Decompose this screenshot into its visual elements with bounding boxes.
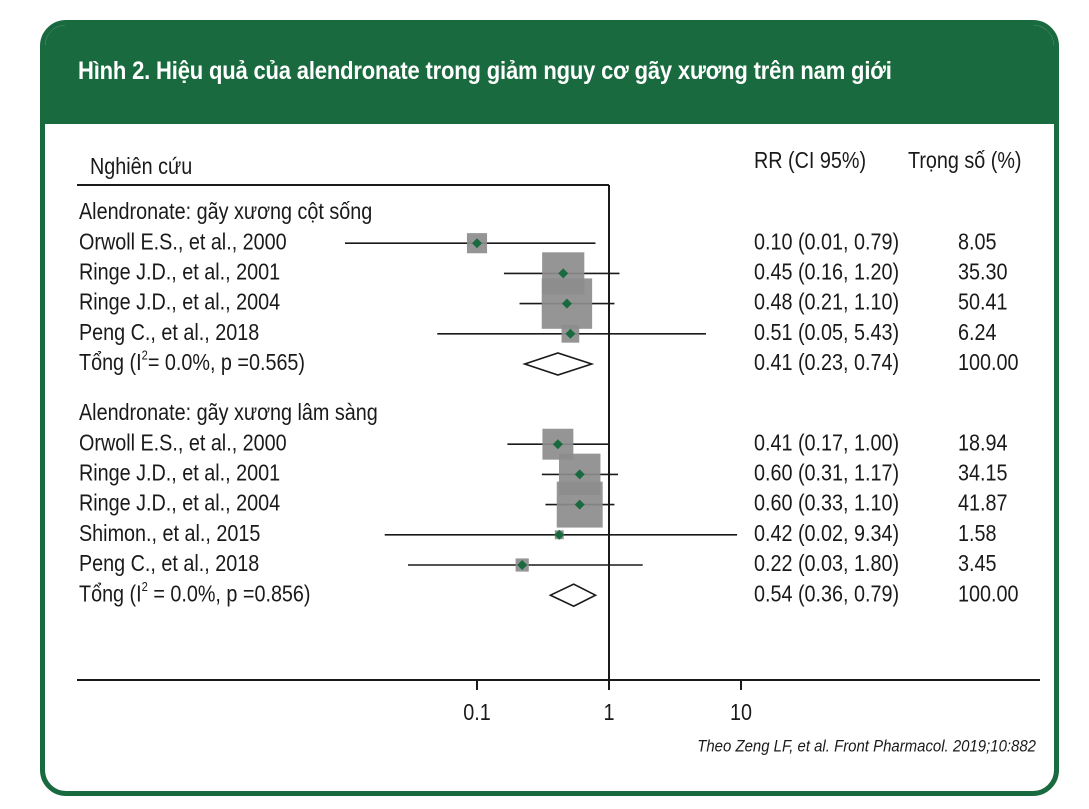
group-label: Alendronate: gãy xương lâm sàng	[79, 400, 378, 426]
study-label: Orwoll E.S., et al., 2000	[79, 430, 287, 456]
study-rr-text: 0.51 (0.05, 5.43)	[754, 320, 899, 346]
study-label: Peng C., et al., 2018	[79, 320, 259, 346]
point-estimate	[517, 560, 528, 570]
point-estimate	[574, 499, 585, 510]
study-rr-text: 0.45 (0.16, 1.20)	[754, 259, 899, 285]
study-rr-text: 0.60 (0.31, 1.17)	[754, 460, 899, 486]
study-weight-text: 1.58	[958, 521, 996, 547]
point-estimate	[472, 238, 482, 249]
x-tick-label: 0.1	[463, 700, 490, 726]
study-rr-text: 0.60 (0.33, 1.10)	[754, 490, 899, 516]
study-label: Ringe J.D., et al., 2001	[79, 460, 280, 486]
point-estimate	[561, 298, 572, 309]
x-tick-label: 1	[603, 700, 614, 726]
point-estimate	[552, 439, 563, 450]
group-label: Alendronate: gãy xương cột sống	[79, 199, 372, 225]
study-weight-text: 34.15	[958, 460, 1008, 486]
study-label: Ringe J.D., et al., 2004	[79, 490, 280, 516]
study-label: Peng C., et al., 2018	[79, 551, 259, 577]
figure-frame: Hình 2. Hiệu quả của alendronate trong g…	[40, 20, 1059, 796]
point-estimate	[574, 469, 585, 480]
study-label: Ringe J.D., et al., 2001	[79, 259, 280, 285]
study-weight-text: 3.45	[958, 551, 997, 577]
study-rr-text: 0.41 (0.17, 1.00)	[754, 430, 899, 456]
source-note: Theo Zeng LF, et al. Front Pharmacol. 20…	[697, 738, 1036, 756]
study-weight-text: 50.41	[958, 289, 1007, 315]
point-estimate	[554, 529, 565, 540]
study-label: Ringe J.D., et al., 2004	[79, 289, 280, 315]
header-study: Nghiên cứu	[90, 154, 192, 180]
study-weight-text: 18.94	[958, 430, 1008, 456]
study-weight-text: 6.24	[958, 320, 997, 346]
study-rr-text: 0.48 (0.21, 1.10)	[754, 289, 899, 315]
summary-rr-text: 0.54 (0.36, 0.79)	[754, 581, 899, 607]
point-estimate	[565, 328, 576, 339]
summary-diamond	[548, 583, 598, 608]
study-weight-text: 41.87	[958, 490, 1007, 516]
study-weight-text: 8.05	[958, 229, 997, 255]
header-weight: Trọng số (%)	[908, 148, 1022, 174]
point-estimate	[558, 268, 569, 279]
study-rr-text: 0.10 (0.01, 0.79)	[754, 229, 899, 255]
summary-label: Tổng (I2= 0.0%, p =0.565)	[79, 348, 305, 375]
study-rr-text: 0.42 (0.02, 9.34)	[754, 521, 899, 547]
header-rr: RR (CI 95%)	[754, 148, 866, 174]
summary-label: Tổng (I2 = 0.0%, p =0.856)	[79, 579, 311, 606]
study-rr-text: 0.22 (0.03, 1.80)	[754, 551, 899, 577]
figure-title: Hình 2. Hiệu quả của alendronate trong g…	[78, 57, 892, 85]
study-label: Shimon., et al., 2015	[79, 521, 260, 547]
study-weight-text: 35.30	[958, 259, 1008, 285]
summary-weight-text: 100.00	[958, 350, 1019, 376]
x-tick-label: 10	[730, 700, 752, 726]
study-label: Orwoll E.S., et al., 2000	[79, 229, 287, 255]
summary-rr-text: 0.41 (0.23, 0.74)	[754, 350, 899, 376]
summary-weight-text: 100.00	[958, 581, 1019, 607]
figure-header: Hình 2. Hiệu quả của alendronate trong g…	[45, 25, 1054, 124]
summary-diamond	[522, 352, 595, 376]
